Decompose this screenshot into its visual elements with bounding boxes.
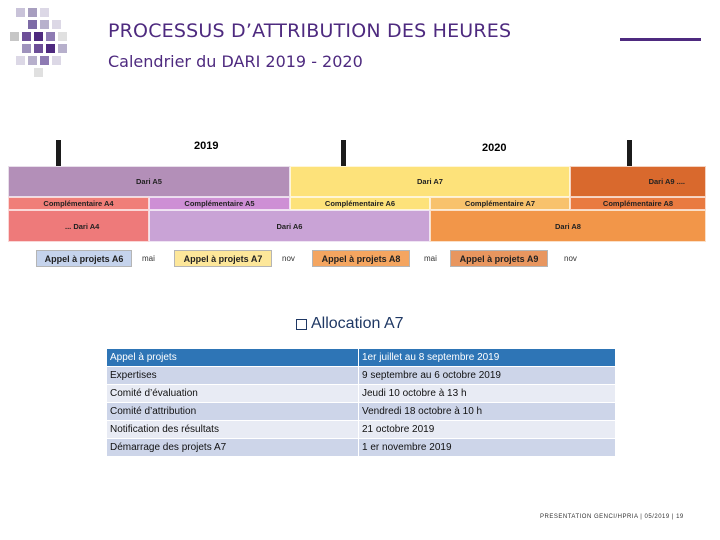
- table-cell-step: Démarrage des projets A7: [106, 438, 359, 457]
- bar-dari-a8: Dari A8: [430, 210, 706, 242]
- bar-comp-a8: Complémentaire A8: [570, 197, 706, 210]
- year-tick-2019: [56, 140, 61, 166]
- table-cell-date: 21 octobre 2019: [358, 420, 616, 439]
- timeline-row-dari-odd: Dari A5 Dari A7 Dari A9 ....: [8, 166, 706, 197]
- month-label: mai: [424, 254, 437, 263]
- call-a7: Appel à projets A7: [174, 250, 272, 267]
- checkbox-bullet-icon: [296, 318, 307, 330]
- year-tick-2021: [627, 140, 632, 166]
- calls-row: Appel à projets A6 mai Appel à projets A…: [8, 250, 706, 268]
- table-cell-step: Expertises: [106, 366, 359, 385]
- table-cell-date: 1 er novembre 2019: [358, 438, 616, 457]
- title-rule: [620, 38, 701, 41]
- bar-comp-a5: Complémentaire A5: [149, 197, 290, 210]
- bar-dari-a4: ... Dari A4: [8, 210, 149, 242]
- call-a6: Appel à projets A6: [36, 250, 132, 267]
- bar-dari-a9: Dari A9 ....: [570, 166, 706, 197]
- table-cell-date: 9 septembre au 6 octobre 2019: [358, 366, 616, 385]
- page-subtitle: Calendrier du DARI 2019 - 2020: [108, 52, 363, 71]
- table-cell-date: Vendredi 18 octobre à 10 h: [358, 402, 616, 421]
- allocation-heading: Allocation A7: [296, 315, 404, 333]
- table-cell-step: Comité d’attribution: [106, 402, 359, 421]
- call-a8: Appel à projets A8: [312, 250, 410, 267]
- month-label: nov: [282, 254, 295, 263]
- table-cell-date: 1er juillet au 8 septembre 2019: [358, 348, 616, 367]
- table-row: Comité d’attribution Vendredi 18 octobre…: [106, 402, 616, 421]
- year-label-2019: 2019: [194, 140, 219, 152]
- table-cell-date: Jeudi 10 octobre à 13 h: [358, 384, 616, 403]
- month-label: nov: [564, 254, 577, 263]
- bar-comp-a6: Complémentaire A6: [290, 197, 430, 210]
- bar-dari-a6: Dari A6: [149, 210, 430, 242]
- year-label-2020: 2020: [482, 142, 507, 154]
- month-label: mai: [142, 254, 155, 263]
- bar-comp-a4: Complémentaire A4: [8, 197, 149, 210]
- table-cell-step: Comité d’évaluation: [106, 384, 359, 403]
- table-cell-step: Notification des résultats: [106, 420, 359, 439]
- bar-comp-a7: Complémentaire A7: [430, 197, 570, 210]
- allocation-schedule-table: Appel à projets 1er juillet au 8 septemb…: [106, 348, 616, 457]
- bar-dari-a7: Dari A7: [290, 166, 570, 197]
- table-cell-step: Appel à projets: [106, 348, 359, 367]
- table-row: Appel à projets 1er juillet au 8 septemb…: [106, 348, 616, 367]
- bar-dari-a5: Dari A5: [8, 166, 290, 197]
- table-row: Expertises 9 septembre au 6 octobre 2019: [106, 366, 616, 385]
- page-title: PROCESSUS D’ATTRIBUTION DES HEURES: [108, 20, 512, 42]
- table-row: Comité d’évaluation Jeudi 10 octobre à 1…: [106, 384, 616, 403]
- timeline-row-complementaire: Complémentaire A4 Complémentaire A5 Comp…: [8, 197, 706, 210]
- call-a9: Appel à projets A9: [450, 250, 548, 267]
- genci-logo: [8, 6, 78, 80]
- table-row: Démarrage des projets A7 1 er novembre 2…: [106, 438, 616, 457]
- footer-text: PRESENTATION GENCI/HPRIA | 05/2019 | 19: [540, 514, 684, 520]
- table-row: Notification des résultats 21 octobre 20…: [106, 420, 616, 439]
- timeline-row-dari-even: ... Dari A4 Dari A6 Dari A8: [8, 210, 706, 242]
- allocation-title: Allocation A7: [311, 315, 404, 332]
- year-tick-2020: [341, 140, 346, 166]
